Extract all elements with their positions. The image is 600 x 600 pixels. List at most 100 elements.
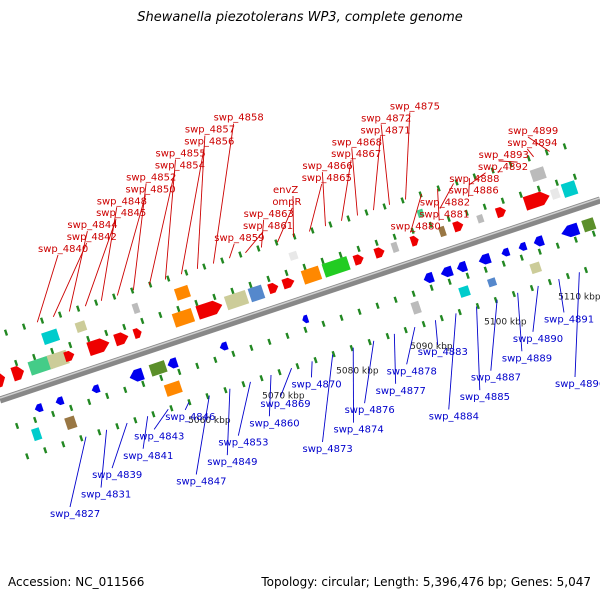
tick-mark (591, 230, 596, 237)
gene-label: swp_4896 (555, 379, 600, 390)
tick-mark (266, 275, 271, 283)
tick-mark (285, 332, 290, 340)
gene-shape (223, 289, 250, 311)
tick-mark (223, 386, 228, 394)
gene-shape (288, 250, 299, 261)
gene-shape (195, 300, 223, 320)
gene-shape (113, 332, 129, 347)
tick-mark (123, 386, 128, 394)
gene-shape (132, 328, 142, 339)
leader-line (245, 231, 264, 254)
leader-line (237, 381, 251, 436)
gene-shape (458, 285, 471, 298)
gene-label: swp_4899 (508, 126, 558, 137)
kbp-tick-label: 5090 kbp (410, 342, 453, 352)
forward-gene (409, 235, 419, 247)
tick-mark (159, 374, 164, 382)
tick-mark (310, 227, 315, 234)
tick-mark (490, 167, 495, 174)
gene-shape (440, 265, 454, 278)
gene-shape (63, 350, 75, 363)
tick-mark (230, 287, 235, 295)
tick-mark (555, 242, 560, 249)
tick-mark (464, 209, 469, 217)
leader-line (153, 409, 169, 430)
tick-mark (39, 317, 45, 324)
tick-mark (583, 266, 589, 274)
tick-mark (328, 221, 333, 228)
leader-line (437, 188, 440, 221)
tick-mark (50, 347, 55, 355)
leader-line (100, 429, 108, 488)
reverse-gene (129, 367, 145, 382)
leader-line (36, 254, 59, 323)
leader-line (380, 124, 390, 205)
map-title: Shewanella piezotolerans WP3, complete g… (137, 10, 463, 25)
gene-label: swp_4872 (361, 113, 411, 124)
leader-line (527, 136, 550, 152)
gene-label: ompR (272, 197, 301, 208)
gene-shape (219, 341, 229, 351)
leader-line (364, 340, 375, 404)
tick-mark (94, 299, 99, 306)
forward-gene (321, 256, 351, 278)
leader-line (84, 219, 117, 307)
gene-shape (55, 396, 65, 406)
forward-gene (416, 208, 425, 219)
gene-shape (64, 415, 78, 431)
gene-shape (529, 261, 543, 275)
leader-line (468, 172, 486, 186)
tick-mark (364, 209, 369, 216)
leader-line (341, 160, 352, 221)
tick-mark (572, 173, 577, 180)
gene-label: swp_4846 (165, 412, 215, 423)
tick-mark (382, 203, 387, 210)
tick-mark (511, 290, 516, 298)
kbp-tick-label: 5110 kbp (558, 293, 600, 303)
kbp-tick-label: 5080 kbp (336, 367, 379, 377)
leader-line (195, 395, 210, 475)
tick-mark (238, 251, 243, 258)
tick-mark (3, 329, 9, 336)
tick-mark (454, 179, 459, 186)
tick-mark (241, 380, 246, 388)
tick-mark (130, 287, 135, 294)
gene-label: swp_4877 (376, 386, 426, 397)
reverse-gene (529, 261, 543, 275)
tick-mark (439, 314, 444, 322)
reverse-gene (561, 222, 581, 238)
gene-label: swp_4888 (449, 174, 499, 185)
gene-label: swp_4891 (544, 314, 594, 325)
tick-mark (151, 411, 156, 418)
tick-mark (79, 435, 84, 442)
tick-mark (544, 149, 549, 156)
tick-mark (195, 362, 200, 370)
leader-line (517, 292, 523, 352)
tick-mark (176, 305, 181, 313)
gene-shape (373, 247, 385, 259)
leader-line (111, 422, 128, 469)
tick-mark (277, 368, 282, 376)
gene-label: envZ (273, 185, 298, 196)
tick-mark (573, 236, 578, 243)
tick-mark (158, 311, 163, 319)
gene-label: swp_4876 (345, 405, 395, 416)
gene-shape (476, 214, 485, 224)
leader-line (448, 313, 457, 410)
tick-mark (346, 215, 351, 222)
gene-label: swp_4868 (332, 137, 382, 148)
forward-gene (173, 284, 192, 301)
tick-mark (392, 233, 397, 241)
forward-gene (247, 284, 266, 303)
forward-gene (223, 289, 250, 311)
gene-label: swp_4839 (92, 470, 142, 481)
gene-label: swp_4858 (214, 113, 264, 124)
leader-line (476, 306, 481, 391)
forward-gene (549, 187, 561, 200)
gene-shape (561, 222, 581, 238)
reverse-gene (410, 300, 422, 315)
gene-label: swp_4878 (387, 366, 437, 377)
tick-mark (501, 260, 506, 267)
forward-gene (0, 371, 6, 389)
gene-label: swp_4843 (134, 431, 184, 442)
